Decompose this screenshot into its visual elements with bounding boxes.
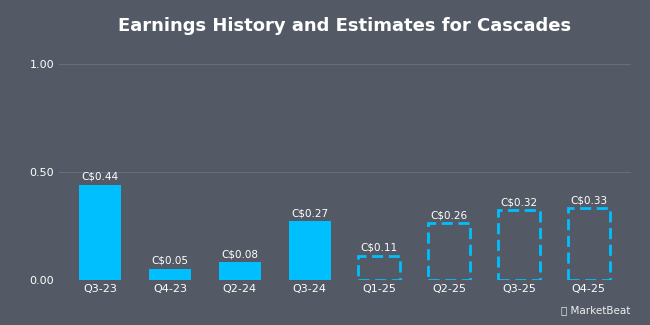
Bar — [219, 262, 261, 280]
Bar — [358, 256, 400, 280]
Title: Earnings History and Estimates for Cascades: Earnings History and Estimates for Casca… — [118, 17, 571, 35]
Text: C$0.05: C$0.05 — [151, 256, 188, 266]
Bar — [79, 185, 122, 280]
Text: C$0.32: C$0.32 — [500, 198, 538, 208]
Text: ⼿ MarketBeat: ⼿ MarketBeat — [561, 305, 630, 315]
Text: C$0.26: C$0.26 — [430, 211, 468, 221]
Bar — [289, 221, 331, 280]
Bar — [428, 223, 470, 280]
Text: C$0.11: C$0.11 — [361, 243, 398, 253]
Bar — [498, 211, 540, 280]
Bar — [567, 208, 610, 280]
Text: C$0.44: C$0.44 — [82, 172, 119, 182]
Text: C$0.27: C$0.27 — [291, 208, 328, 218]
Text: C$0.08: C$0.08 — [222, 250, 258, 259]
Bar — [150, 269, 191, 280]
Text: C$0.33: C$0.33 — [570, 196, 607, 205]
